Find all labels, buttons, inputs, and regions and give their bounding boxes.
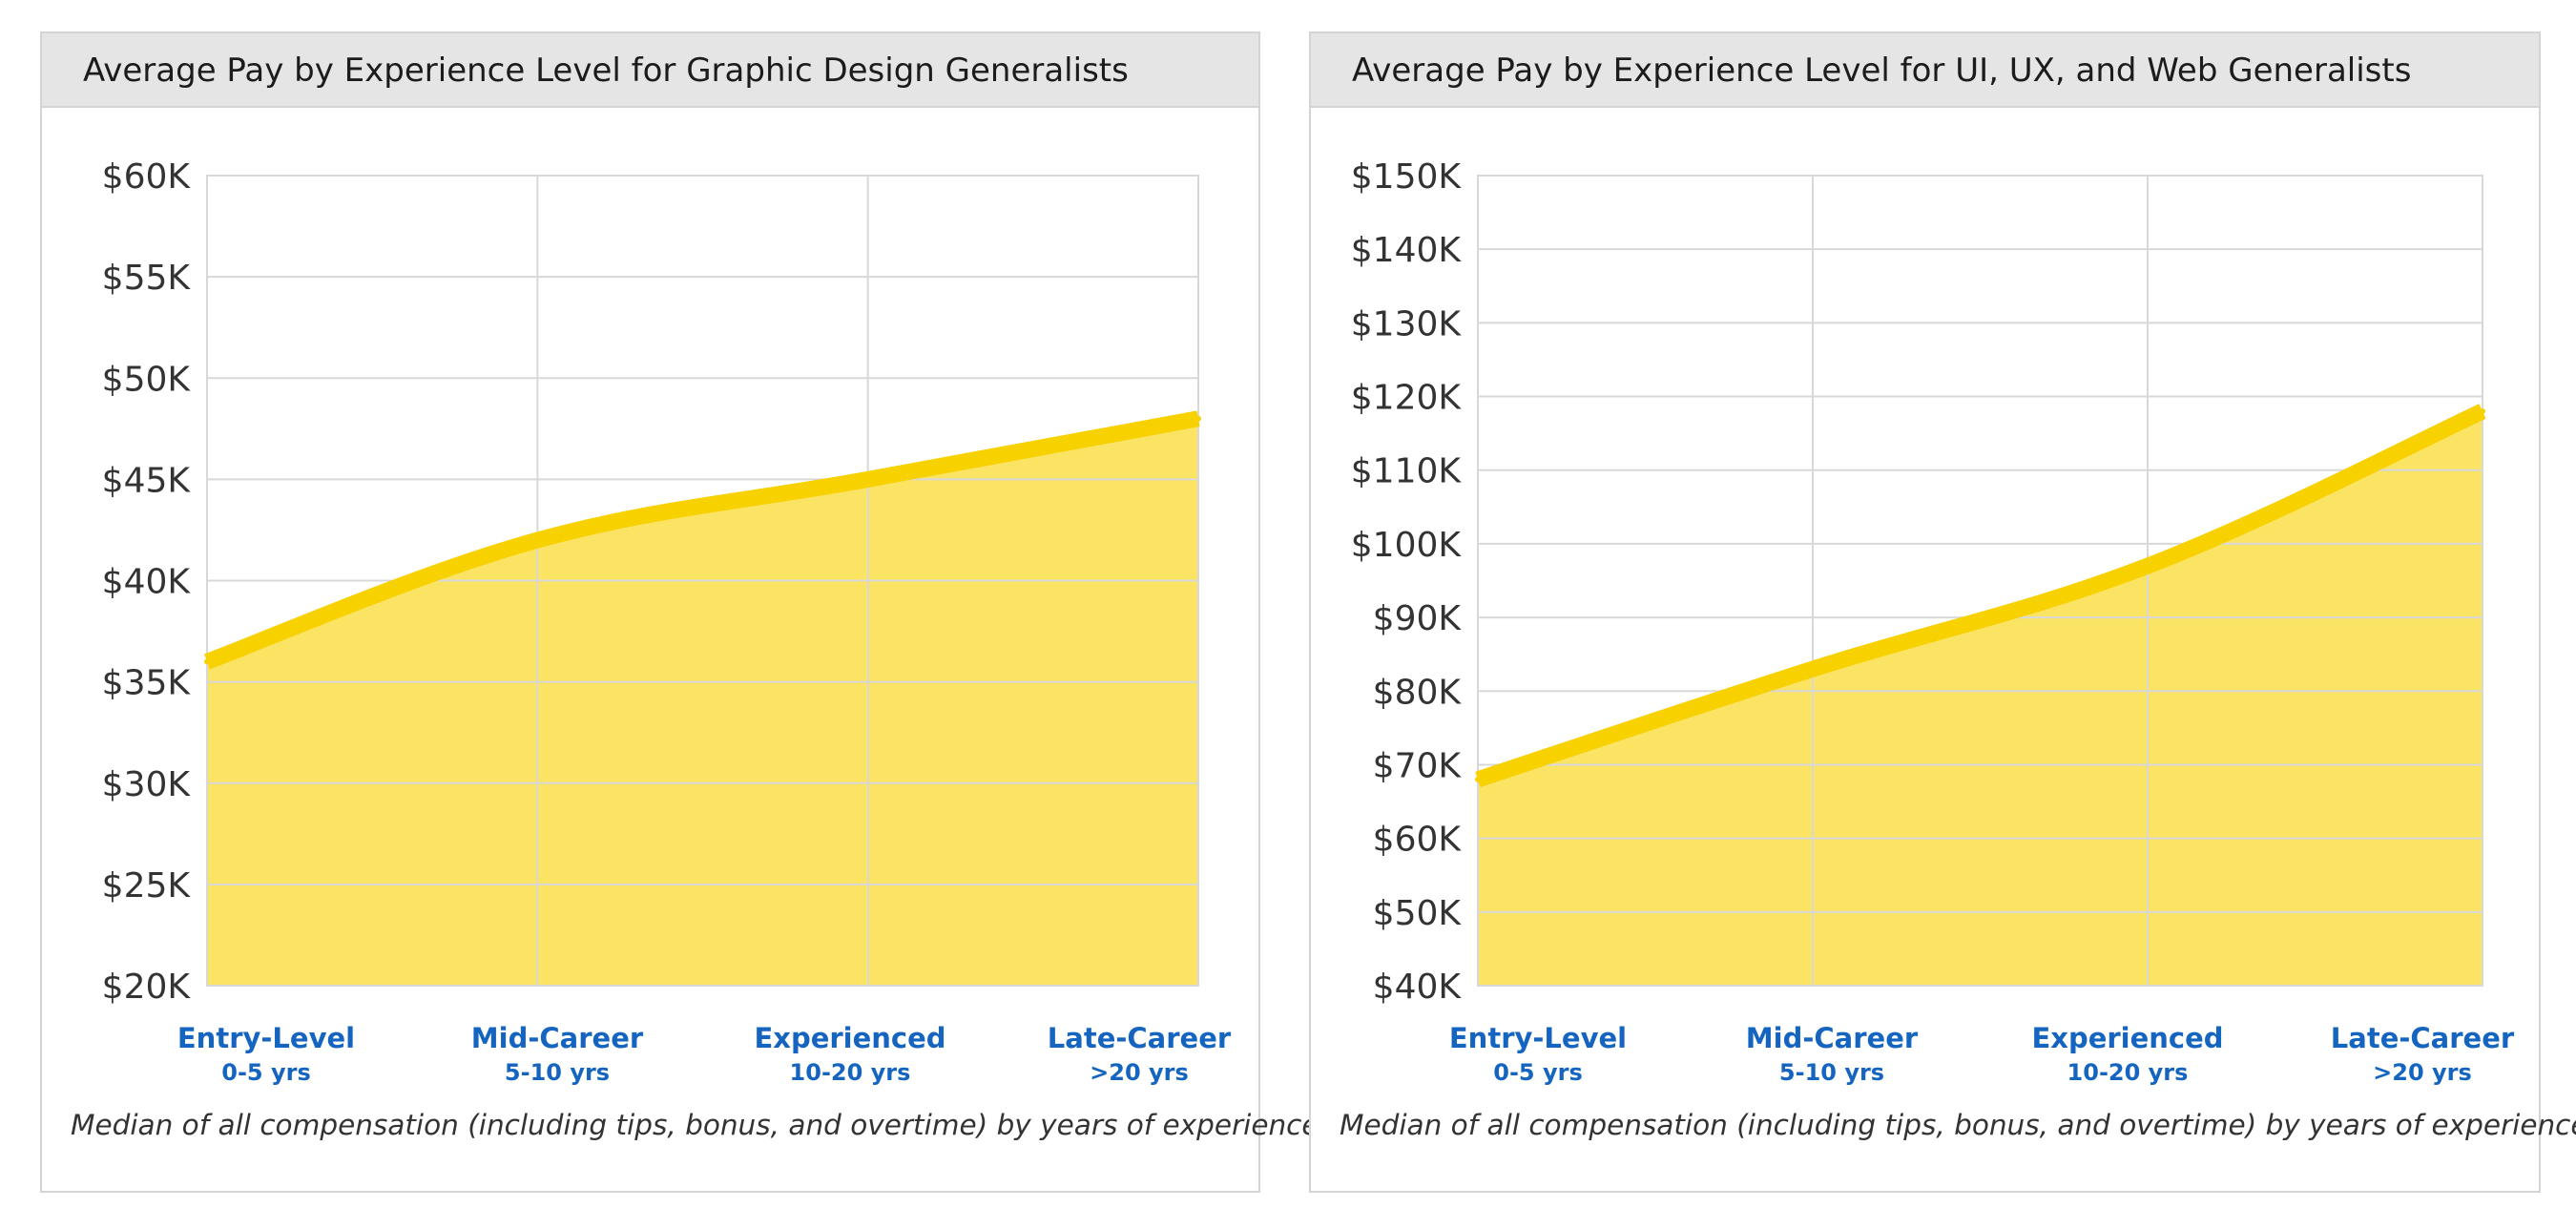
x-category-label: Entry-Level xyxy=(177,1022,355,1054)
chart-plot: $40K $50K $60K $70K $80K $90K $100K $110K $120K $… xyxy=(1351,157,2515,1086)
chart-title: Average Pay by Experience Level for UI, … xyxy=(1352,52,2412,90)
y-tick-label: $90K xyxy=(1373,599,1463,638)
series-line xyxy=(204,410,1200,670)
y-tick-label: $50K xyxy=(102,360,192,399)
x-category-sublabel: 5-10 yrs xyxy=(1779,1059,1884,1086)
y-tick-label: $110K xyxy=(1351,452,1463,491)
y-tick-label: $70K xyxy=(1373,746,1463,785)
x-category-label: Experienced xyxy=(2031,1022,2223,1054)
x-category-sublabel: >20 yrs xyxy=(2373,1059,2472,1086)
data-point xyxy=(1810,666,1816,673)
y-tick-label: $50K xyxy=(1373,894,1463,933)
area-fill xyxy=(207,418,1198,986)
data-point xyxy=(534,537,541,544)
x-category-sublabel: 10-20 yrs xyxy=(2067,1059,2189,1086)
y-tick-label: $55K xyxy=(102,259,192,298)
chart-plot: $20K $25K $30K $35K $40K $45K $50K $55K $60K Entr… xyxy=(102,157,1232,1086)
y-tick-label: $140K xyxy=(1351,231,1463,270)
y-tick-label: $60K xyxy=(102,157,192,197)
x-category-sublabel: 10-20 yrs xyxy=(790,1059,911,1086)
x-category-label: Mid-Career xyxy=(471,1022,644,1054)
area-fill xyxy=(1478,410,2483,986)
y-tick-label: $30K xyxy=(102,765,192,804)
chart-caption: Median of all compensation (including ti… xyxy=(1340,1109,2576,1141)
y-tick-label: $120K xyxy=(1351,379,1463,418)
chart-panel-ui-ux-web: Average Pay by Experience Level for UI, … xyxy=(1309,31,2576,1193)
y-tick-label: $80K xyxy=(1373,673,1463,712)
x-category-sublabel: 0-5 yrs xyxy=(221,1059,310,1086)
x-category-label: Mid-Career xyxy=(1746,1022,1919,1054)
y-tick-label: $60K xyxy=(1373,821,1463,860)
x-category-sublabel: 0-5 yrs xyxy=(1493,1059,1582,1086)
y-tick-label: $40K xyxy=(1373,968,1463,1007)
x-category-label: Entry-Level xyxy=(1449,1022,1627,1054)
chart-caption: Median of all compensation (including ti… xyxy=(71,1109,1328,1141)
x-category-sublabel: 5-10 yrs xyxy=(505,1059,610,1086)
data-point xyxy=(1195,415,1201,422)
y-tick-label: $130K xyxy=(1351,304,1463,344)
y-tick-label: $45K xyxy=(102,461,192,500)
data-point xyxy=(1475,776,1481,782)
y-tick-label: $25K xyxy=(102,866,192,906)
x-category-sublabel: >20 yrs xyxy=(1090,1059,1189,1086)
data-point xyxy=(204,658,210,665)
chart-panel-graphic-design: Average Pay by Experience Level for Grap… xyxy=(40,31,1328,1193)
x-category-label: Late-Career xyxy=(1048,1022,1232,1054)
data-point xyxy=(864,476,871,483)
chart-title: Average Pay by Experience Level for Grap… xyxy=(83,52,1129,90)
panel-header: Average Pay by Experience Level for Grap… xyxy=(42,33,1258,108)
y-tick-label: $40K xyxy=(102,563,192,602)
panel-header: Average Pay by Experience Level for UI, … xyxy=(1311,33,2539,108)
x-category-label: Experienced xyxy=(754,1022,945,1054)
x-category-label: Late-Career xyxy=(2331,1022,2515,1054)
data-point xyxy=(2145,563,2150,570)
y-tick-label: $100K xyxy=(1351,526,1463,565)
y-tick-label: $150K xyxy=(1351,157,1463,197)
y-tick-label: $35K xyxy=(102,664,192,703)
y-tick-label: $20K xyxy=(102,968,192,1007)
data-point xyxy=(2480,407,2485,414)
series-line xyxy=(1475,404,2486,787)
